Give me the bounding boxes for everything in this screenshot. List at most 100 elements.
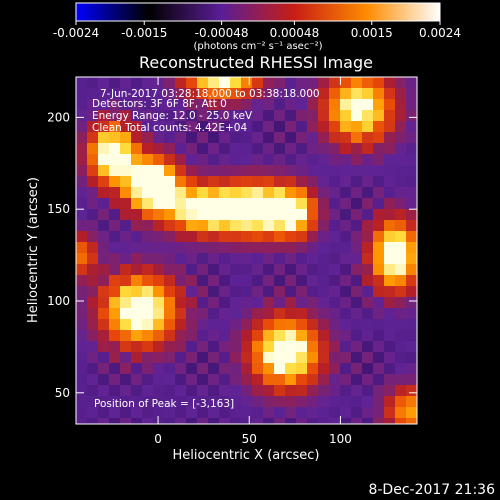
heatmap-cell (230, 407, 241, 418)
heatmap-cell (296, 77, 307, 88)
heatmap-cell (296, 176, 307, 187)
heatmap-cell (263, 220, 274, 231)
heatmap-cell (241, 253, 252, 264)
heatmap-cell (307, 99, 318, 110)
heatmap-cell (208, 319, 219, 330)
heatmap-cell (329, 143, 340, 154)
heatmap-cell (252, 396, 263, 407)
heatmap-cell (329, 165, 340, 176)
heatmap-cell (274, 209, 285, 220)
heatmap-cell (197, 363, 208, 374)
heatmap-cell (252, 275, 263, 286)
heatmap-cell (87, 242, 98, 253)
heatmap-cell (219, 341, 230, 352)
heatmap-cell (252, 77, 263, 88)
heatmap-cell (263, 110, 274, 121)
heatmap-cell (109, 99, 120, 110)
heatmap-cell (307, 330, 318, 341)
heatmap-cell (395, 187, 406, 198)
heatmap-cell (120, 198, 131, 209)
heatmap-cell (241, 385, 252, 396)
heatmap-cell (318, 121, 329, 132)
heatmap-cell (351, 220, 362, 231)
heatmap-cell (362, 99, 373, 110)
heatmap-cell (142, 363, 153, 374)
heatmap-cell (318, 88, 329, 99)
heatmap-cell (98, 385, 109, 396)
heatmap-cell (142, 374, 153, 385)
heatmap-cell (197, 231, 208, 242)
heatmap-cell (329, 374, 340, 385)
heatmap-cell (153, 319, 164, 330)
heatmap-cell (186, 231, 197, 242)
heatmap-cell (120, 374, 131, 385)
heatmap-cell (76, 275, 87, 286)
heatmap-cell (296, 88, 307, 99)
heatmap-cell (395, 418, 406, 424)
heatmap-cell (109, 374, 120, 385)
heatmap-cell (274, 407, 285, 418)
heatmap-cell (263, 330, 274, 341)
heatmap-cell (109, 352, 120, 363)
heatmap-cell (318, 297, 329, 308)
heatmap-cell (241, 286, 252, 297)
heatmap-cell (285, 77, 296, 88)
heatmap-cell (329, 286, 340, 297)
info-line-counts: Clean Total counts: 4.42E+04 (92, 122, 247, 134)
heatmap-cell (241, 242, 252, 253)
heatmap-cell (373, 77, 384, 88)
peak-position-label: Position of Peak = [-3,163] (94, 398, 234, 410)
heatmap-cell (131, 275, 142, 286)
heatmap-cell (241, 396, 252, 407)
heatmap-cell (285, 286, 296, 297)
heatmap-cell (351, 286, 362, 297)
heatmap-cell (186, 330, 197, 341)
heatmap-cell (307, 407, 318, 418)
heatmap-cell (120, 418, 131, 424)
heatmap-cell (153, 121, 164, 132)
heatmap-cell (362, 396, 373, 407)
heatmap-cell (208, 143, 219, 154)
heatmap-cell (318, 242, 329, 253)
heatmap-cell (87, 275, 98, 286)
heatmap-cell (230, 209, 241, 220)
heatmap-cell (395, 330, 406, 341)
heatmap-cell (285, 396, 296, 407)
heatmap-cell (307, 275, 318, 286)
heatmap-cell (197, 220, 208, 231)
heatmap-cell (87, 154, 98, 165)
heatmap-cell (384, 275, 395, 286)
heatmap-cell (241, 275, 252, 286)
heatmap-cell (307, 220, 318, 231)
heatmap-cell (406, 209, 417, 220)
heatmap-cell (406, 99, 417, 110)
heatmap-cell (131, 99, 142, 110)
heatmap-cell (197, 352, 208, 363)
heatmap-cell (373, 275, 384, 286)
heatmap-cell (98, 77, 109, 88)
heatmap-cell (296, 231, 307, 242)
heatmap-cell (98, 396, 109, 407)
heatmap-cell (384, 352, 395, 363)
heatmap-cell (395, 154, 406, 165)
heatmap-cells (76, 77, 417, 424)
heatmap-cell (142, 154, 153, 165)
heatmap-cell (285, 352, 296, 363)
heatmap-cell (120, 132, 131, 143)
heatmap-cell (120, 275, 131, 286)
heatmap-cell (241, 176, 252, 187)
heatmap-cell (98, 363, 109, 374)
heatmap-cell (351, 264, 362, 275)
heatmap-cell (109, 132, 120, 143)
heatmap-cell (307, 143, 318, 154)
colorbar-tick-label: -0.0015 (121, 26, 167, 40)
heatmap-cell (362, 352, 373, 363)
heatmap-cell (285, 297, 296, 308)
heatmap-cell (285, 275, 296, 286)
heatmap-cell (362, 264, 373, 275)
heatmap-cell (230, 352, 241, 363)
heatmap-cell (197, 297, 208, 308)
heatmap-cell (285, 374, 296, 385)
heatmap-cell (318, 418, 329, 424)
heatmap-cell (219, 231, 230, 242)
